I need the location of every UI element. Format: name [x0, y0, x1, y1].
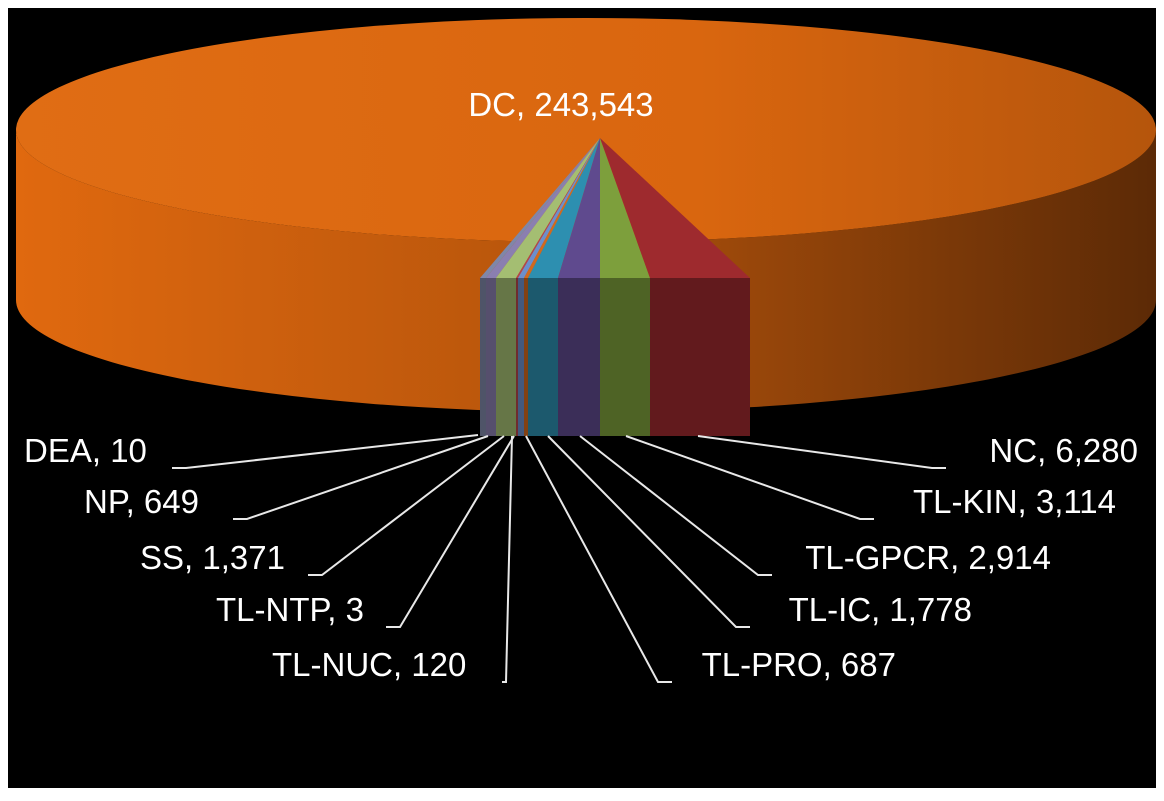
slice-tl-ntp-side: [516, 278, 518, 436]
leader-line-np: [233, 435, 489, 520]
pie-body: [16, 18, 1156, 436]
pie-chart: DC, 243,543 DEA, 10 NP, 649 SS, 1,371 TL-NTP…: [16, 18, 1156, 683]
slice-dea-side: [480, 278, 486, 436]
slice-tl-nuc: [518, 138, 600, 278]
leader-line-tl-nuc: [502, 435, 513, 683]
slice-ss-side: [496, 278, 516, 436]
slice-tl-gpcr: [558, 138, 600, 278]
slice-tl-gpcr-side: [558, 278, 600, 436]
data-label-tl-gpcr: TL-GPCR, 2,914: [805, 539, 1051, 576]
data-label-np: NP, 649: [84, 483, 199, 520]
data-label-nc: NC, 6,280: [989, 432, 1138, 469]
leader-line-ss: [308, 435, 505, 576]
slice-np: [486, 138, 600, 278]
leader-line-tl-kin: [625, 435, 874, 520]
slice-tl-ntp: [516, 138, 600, 278]
data-label-dc: DC, 243,543: [468, 86, 653, 123]
data-label-tl-ic: TL-IC, 1,778: [789, 591, 972, 628]
slice-tl-nuc-side: [518, 278, 524, 436]
slice-nc: [600, 138, 750, 278]
data-label-dea: DEA, 10: [24, 432, 147, 469]
leader-lines: [172, 434, 946, 683]
data-labels: DC, 243,543 DEA, 10 NP, 649 SS, 1,371 TL-NTP…: [24, 86, 1138, 683]
data-label-tl-pro: TL-PRO, 687: [702, 646, 896, 683]
slice-tl-pro: [524, 138, 600, 278]
leader-line-dea: [172, 434, 479, 469]
leader-line-tl-ntp: [386, 435, 515, 628]
leader-line-nc: [697, 435, 946, 469]
slice-tl-pro-side: [524, 278, 528, 436]
slice-tl-ic-side: [528, 278, 558, 436]
chart-frame: DC, 243,543 DEA, 10 NP, 649 SS, 1,371 TL-NTP…: [8, 8, 1156, 788]
slice-ss: [496, 138, 600, 278]
slice-tl-ic: [528, 138, 600, 278]
leader-line-tl-ic: [547, 435, 750, 628]
data-label-tl-kin: TL-KIN, 3,114: [913, 483, 1116, 520]
data-label-ss: SS, 1,371: [140, 539, 285, 576]
slice-tl-kin-side: [600, 278, 650, 436]
data-label-tl-ntp: TL-NTP, 3: [216, 591, 364, 628]
leader-line-tl-gpcr: [579, 435, 772, 576]
slice-nc-side: [650, 278, 750, 436]
slice-np-side: [486, 278, 496, 436]
slice-dea: [480, 138, 600, 278]
data-label-tl-nuc: TL-NUC, 120: [272, 646, 466, 683]
slice-dc: [16, 18, 1156, 242]
leader-line-tl-pro: [525, 435, 672, 683]
